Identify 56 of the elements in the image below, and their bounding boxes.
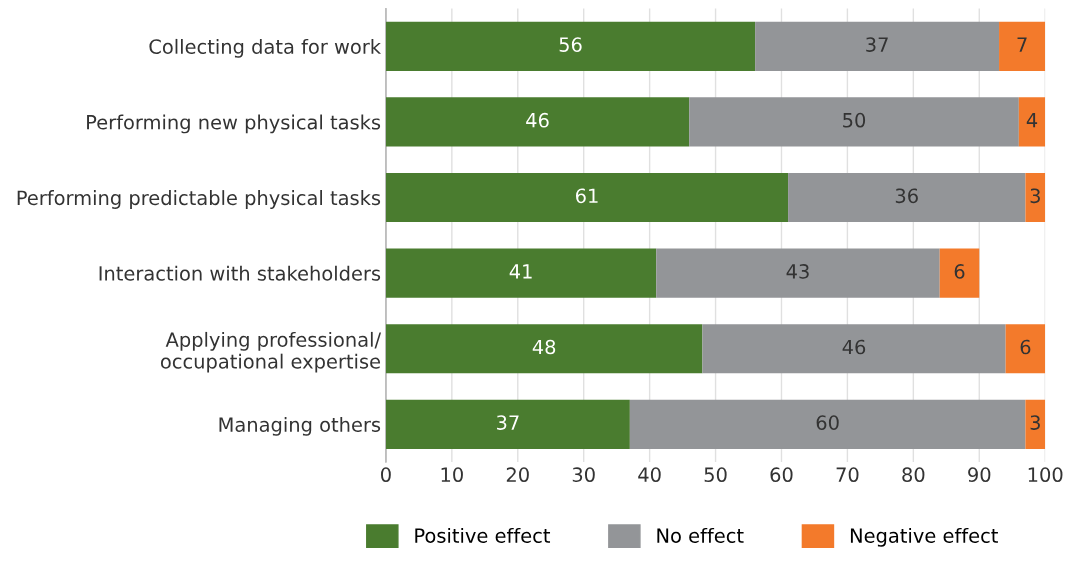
bar: [702, 324, 1006, 374]
data-label: 3: [1030, 415, 1040, 430]
data-label: 4: [1026, 113, 1038, 128]
legend-label: Positive effect: [415, 527, 551, 543]
y-tick-label: Interaction with stakeholders: [99, 265, 381, 281]
x-tick-label: 80: [902, 467, 925, 483]
bar: [385, 324, 703, 374]
data-label: 60: [816, 415, 839, 430]
data-label: 3: [1030, 188, 1040, 204]
x-tick-label: 90: [968, 467, 991, 483]
bar: [385, 399, 630, 449]
bar: [1025, 399, 1046, 449]
y-tick-label: Performing new physical tasks: [87, 114, 381, 134]
bar: [939, 248, 980, 298]
data-label: 46: [526, 112, 549, 128]
x-tick-label: 20: [506, 467, 529, 483]
data-label: 41: [509, 264, 532, 279]
y-tick-label: Applying professional/ occupational expertise: [160, 331, 382, 373]
x-tick-label: 60: [770, 467, 793, 483]
x-tick-label: 30: [572, 467, 595, 483]
bar: [1018, 97, 1046, 147]
data-label: 50: [843, 112, 866, 128]
bar: [385, 21, 756, 71]
y-tick-label: Performing predictable physical tasks: [17, 190, 381, 209]
data-label: 43: [786, 264, 809, 279]
data-label: 6: [1020, 339, 1031, 355]
bar: [385, 97, 690, 147]
bar: [1025, 172, 1046, 223]
bar: [788, 172, 1026, 223]
legend-label: No effect: [657, 527, 744, 543]
x-tick-label: 50: [704, 467, 727, 483]
data-label: 37: [497, 415, 519, 430]
bar: [1005, 324, 1046, 374]
data-label: 56: [559, 37, 582, 52]
data-label: 46: [842, 339, 866, 355]
data-label: 61: [575, 188, 598, 204]
bar: [629, 399, 1026, 449]
data-label: 48: [532, 339, 556, 355]
x-tick-label: 40: [638, 467, 661, 483]
bar: [385, 172, 789, 223]
bar: [656, 248, 940, 298]
x-tick-label: 70: [836, 467, 859, 483]
data-label: 37: [866, 37, 888, 52]
x-tick-label: 100: [1028, 467, 1063, 483]
data-label: 36: [895, 188, 918, 204]
legend-label: Negative effect: [850, 527, 998, 547]
y-tick-label: Managing others: [219, 416, 381, 436]
data-label: 6: [954, 264, 965, 279]
bar: [689, 97, 1019, 147]
x-tick-label: 10: [441, 467, 463, 483]
y-tick-label: Collecting data for work: [149, 38, 381, 58]
x-tick-label: 0: [381, 467, 391, 483]
data-label: 7: [1017, 37, 1027, 52]
bar: [999, 21, 1046, 71]
bar: [755, 21, 1000, 71]
bar: [385, 248, 657, 298]
